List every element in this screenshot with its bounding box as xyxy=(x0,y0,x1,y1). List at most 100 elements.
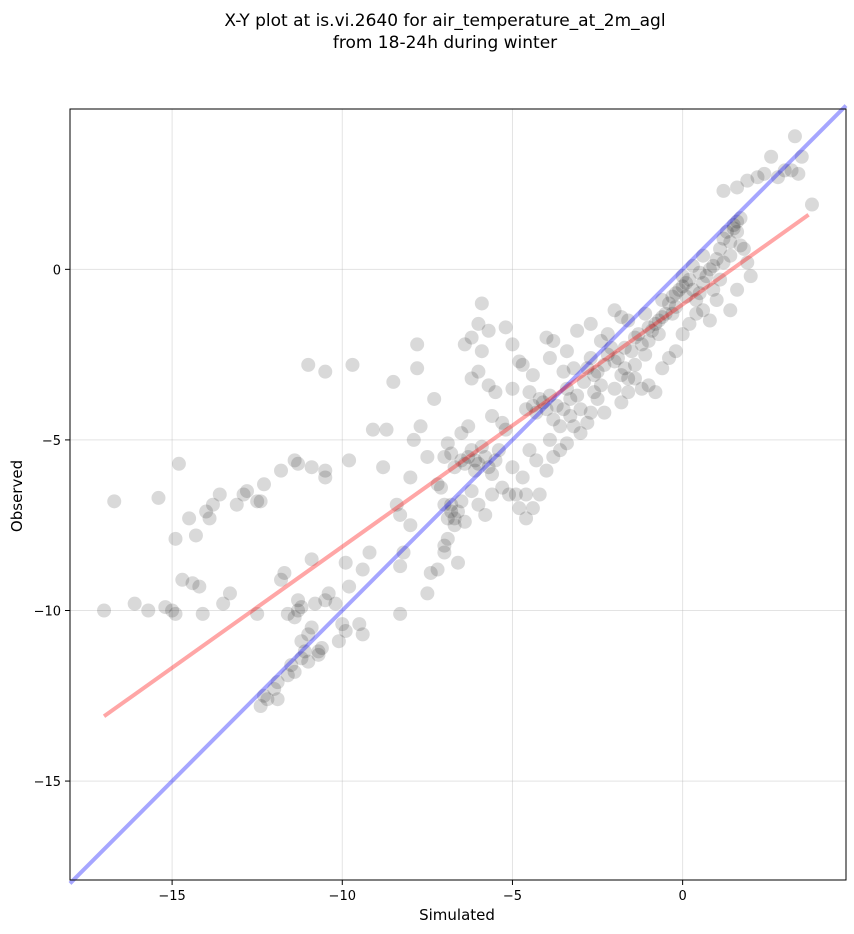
reference-lines xyxy=(68,104,848,885)
data-point xyxy=(583,316,598,331)
data-point xyxy=(505,381,520,396)
data-point xyxy=(713,241,728,256)
data-point xyxy=(257,477,271,492)
data-point xyxy=(454,426,469,441)
data-point xyxy=(413,419,428,434)
data-point xyxy=(723,303,738,318)
data-point xyxy=(549,398,564,413)
data-point xyxy=(597,405,612,420)
data-point xyxy=(689,306,704,321)
data-point xyxy=(481,378,496,393)
data-point xyxy=(651,313,666,328)
data-point xyxy=(607,303,622,318)
data-point xyxy=(314,641,329,656)
data-point xyxy=(733,211,748,226)
data-point xyxy=(318,463,333,478)
data-point xyxy=(757,166,772,181)
data-point xyxy=(481,323,496,338)
data-point xyxy=(229,497,244,512)
y-axis-label: Observed xyxy=(8,460,26,532)
data-point xyxy=(321,586,336,601)
data-point xyxy=(403,470,418,485)
data-point xyxy=(593,333,608,348)
data-point xyxy=(515,357,530,372)
data-point xyxy=(454,453,469,468)
data-point xyxy=(617,361,632,376)
data-point xyxy=(645,323,659,338)
data-point xyxy=(546,333,561,348)
data-point xyxy=(590,391,605,406)
data-point xyxy=(471,456,486,471)
data-point xyxy=(250,606,265,621)
data-point xyxy=(634,337,649,352)
data-point xyxy=(542,432,557,447)
data-point xyxy=(308,596,323,611)
data-point xyxy=(665,289,680,304)
data-point xyxy=(171,456,186,471)
data-point xyxy=(420,449,435,464)
data-point xyxy=(270,692,285,707)
data-point xyxy=(529,453,544,468)
data-point xyxy=(338,623,353,638)
data-point xyxy=(539,463,554,478)
data-point xyxy=(202,511,217,526)
data-point xyxy=(280,668,295,683)
data-point xyxy=(406,432,421,447)
y-tick-label: −10 xyxy=(34,604,61,619)
data-point xyxy=(740,255,755,270)
data-point xyxy=(716,255,731,270)
data-point xyxy=(236,487,251,502)
data-point xyxy=(662,296,677,311)
data-point xyxy=(604,340,619,355)
data-point xyxy=(396,545,411,560)
data-point xyxy=(192,579,207,594)
data-point xyxy=(512,501,527,516)
data-points xyxy=(97,129,819,714)
data-point xyxy=(471,497,486,512)
data-point xyxy=(464,484,479,499)
data-point xyxy=(474,344,489,359)
data-point xyxy=(468,453,483,468)
data-point xyxy=(804,197,819,212)
data-point xyxy=(365,422,380,437)
data-point xyxy=(440,531,455,546)
data-point xyxy=(502,487,517,502)
data-point xyxy=(195,606,210,621)
data-point xyxy=(525,398,540,413)
data-point xyxy=(355,627,370,642)
data-point xyxy=(706,282,721,297)
data-point xyxy=(692,286,707,301)
data-point xyxy=(655,310,670,325)
data-point xyxy=(641,333,656,348)
data-point xyxy=(498,320,513,335)
data-point xyxy=(597,357,612,372)
data-point xyxy=(437,449,452,464)
data-point xyxy=(580,415,595,430)
data-point xyxy=(212,487,227,502)
data-point xyxy=(675,279,690,294)
data-point xyxy=(515,470,530,485)
y-tick-label: −5 xyxy=(42,434,61,449)
regression-fit-line xyxy=(102,213,810,718)
data-point xyxy=(291,593,306,608)
data-point xyxy=(532,391,547,406)
data-point xyxy=(614,368,629,383)
data-point xyxy=(175,572,190,587)
data-point xyxy=(420,586,435,601)
data-point xyxy=(447,518,462,533)
data-point xyxy=(679,275,694,290)
data-point xyxy=(600,347,615,362)
x-axis-label: Simulated xyxy=(419,906,495,924)
data-point xyxy=(253,494,268,509)
data-point xyxy=(716,183,731,198)
data-point xyxy=(427,391,442,406)
data-point xyxy=(222,586,237,601)
data-point xyxy=(519,402,534,417)
data-point xyxy=(709,252,724,267)
one-to-one-line xyxy=(68,104,848,885)
data-point xyxy=(655,361,670,376)
data-point xyxy=(682,272,697,287)
data-point xyxy=(723,248,738,263)
y-tick-label: −15 xyxy=(34,775,61,790)
data-point xyxy=(331,634,346,649)
